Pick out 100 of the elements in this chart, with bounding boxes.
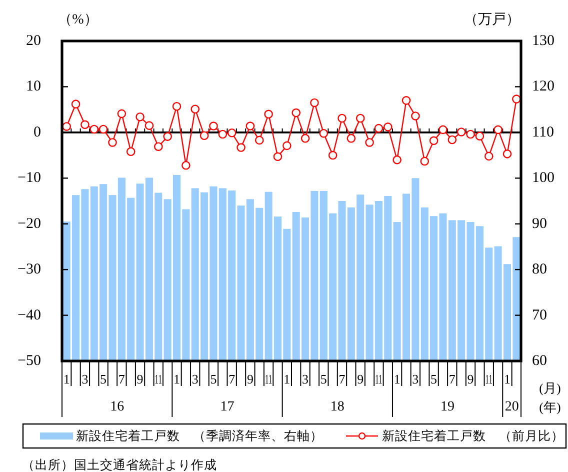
point xyxy=(420,156,430,166)
y-tick-label: 20 xyxy=(26,33,41,49)
point xyxy=(356,114,365,123)
point xyxy=(466,130,475,139)
y-tick-label: −30 xyxy=(18,262,41,278)
point xyxy=(494,125,502,134)
y-axis-title: （%） xyxy=(58,12,98,28)
point xyxy=(136,112,144,122)
point xyxy=(190,104,200,114)
point xyxy=(282,141,292,150)
x-tick-label: 11 xyxy=(485,372,498,386)
point xyxy=(80,120,90,130)
point xyxy=(502,150,512,158)
point xyxy=(163,132,172,141)
y2-tick-label: 100 xyxy=(532,170,554,186)
point xyxy=(374,124,384,133)
text: 17 xyxy=(220,400,234,414)
point xyxy=(264,110,273,119)
x-tick-label: 1 xyxy=(63,372,70,386)
point xyxy=(108,138,117,147)
point xyxy=(338,114,346,123)
point xyxy=(71,100,80,108)
x-tick-label: 3 xyxy=(82,372,88,386)
y-tick-label: −50 xyxy=(18,353,41,369)
x-tick-label: 11 xyxy=(154,372,168,386)
point xyxy=(392,155,402,164)
point xyxy=(346,134,356,143)
point xyxy=(254,136,264,145)
x-tick-label: 5 xyxy=(210,372,217,386)
point xyxy=(144,121,154,130)
point xyxy=(126,147,136,156)
legend-label: 新設住宅着工戸数 （季調済年率、右軸） xyxy=(76,428,323,443)
point xyxy=(456,128,466,136)
point xyxy=(200,131,209,140)
y2-tick-label: 90 xyxy=(532,216,547,232)
point xyxy=(429,136,438,146)
point xyxy=(484,152,494,161)
point xyxy=(227,128,236,138)
legend-label: 新設住宅着工戸数 （前月比） xyxy=(382,428,564,443)
x-tick-label: 9 xyxy=(136,372,144,386)
text: （出所）国土交通省統計より作成 xyxy=(22,457,217,472)
x-tick-label: 11 xyxy=(264,372,278,386)
x-tick-label: 5 xyxy=(100,372,107,386)
text: (年) xyxy=(539,400,561,414)
point xyxy=(402,96,411,105)
point xyxy=(154,142,163,151)
point xyxy=(310,98,319,108)
x-tick-label: 1 xyxy=(394,372,400,386)
point xyxy=(365,138,374,147)
x-tick-label: 7 xyxy=(338,372,346,386)
x-tick-label: 3 xyxy=(412,372,419,386)
text: 18 xyxy=(330,400,344,414)
x-tick-label: 9 xyxy=(246,372,254,386)
x-tick-label: 9 xyxy=(357,372,364,386)
point xyxy=(475,132,484,140)
point xyxy=(246,122,255,130)
y2-tick-label: 70 xyxy=(532,307,547,324)
point xyxy=(98,124,108,134)
y2-axis-title: （万戸） xyxy=(464,12,520,28)
point xyxy=(209,122,218,130)
point xyxy=(182,160,190,170)
point xyxy=(292,108,300,118)
point xyxy=(448,135,457,144)
point xyxy=(172,102,182,111)
x-tick-label: 3 xyxy=(192,372,198,386)
y-tick-label: 0 xyxy=(34,124,41,140)
point xyxy=(383,122,392,132)
x-tick-label: 7 xyxy=(228,372,236,386)
x-tick-label: 7 xyxy=(448,372,456,386)
point xyxy=(438,125,448,134)
point xyxy=(117,109,126,118)
point xyxy=(236,143,246,152)
point xyxy=(328,150,338,160)
y-tick-label: −10 xyxy=(18,170,41,186)
y-tick-label: −20 xyxy=(18,216,41,232)
text: 16 xyxy=(110,400,124,414)
point xyxy=(273,152,282,162)
point xyxy=(512,94,521,104)
y2-tick-label: 60 xyxy=(532,353,547,369)
x-tick-label: 1 xyxy=(504,372,510,386)
text: 19 xyxy=(440,400,455,414)
point xyxy=(218,130,228,139)
y-tick-label: −40 xyxy=(18,307,41,324)
point xyxy=(62,122,71,131)
x-tick-label: 11 xyxy=(375,372,388,386)
point xyxy=(300,134,310,143)
x-tick-label: 1 xyxy=(284,372,290,386)
x-tick-label: 1 xyxy=(174,372,180,386)
y2-tick-label: 110 xyxy=(532,124,554,140)
y2-tick-label: 130 xyxy=(532,33,554,49)
text: 20 xyxy=(504,400,519,414)
y-tick-label: 10 xyxy=(26,78,41,95)
point xyxy=(319,128,328,138)
y2-tick-label: 120 xyxy=(532,78,554,95)
x-tick-label: 5 xyxy=(430,372,438,386)
point xyxy=(90,124,99,134)
x-tick-label: 7 xyxy=(118,372,126,386)
x-axis-title: (月) xyxy=(539,380,561,396)
x-tick-label: 5 xyxy=(320,372,327,386)
y2-tick-label: 80 xyxy=(532,262,547,278)
